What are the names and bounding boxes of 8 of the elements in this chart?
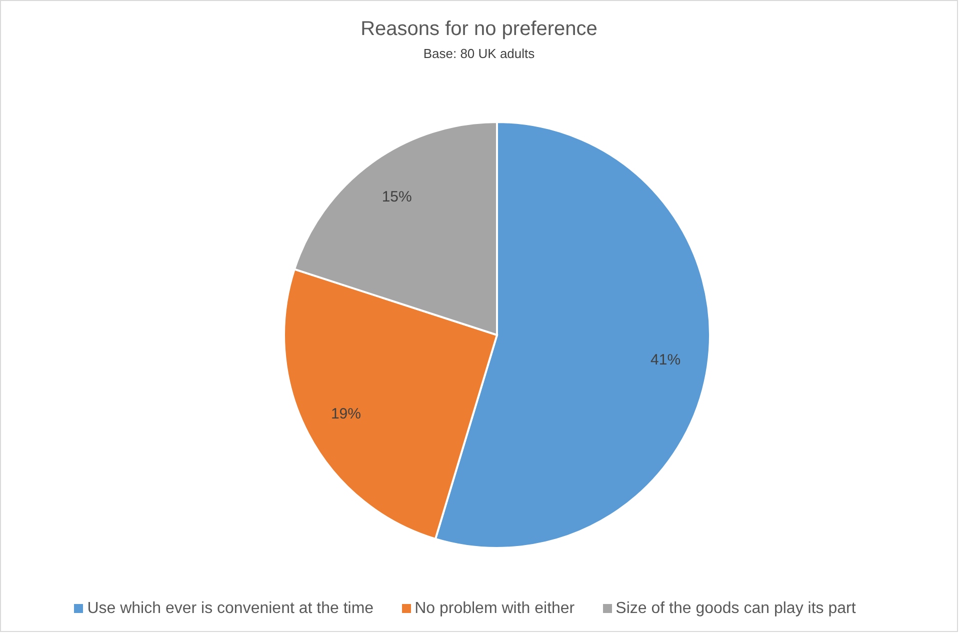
data-label: 15% (382, 188, 412, 206)
data-label: 19% (330, 405, 362, 422)
legend-label: Use which ever is convenient at the time (87, 600, 374, 617)
chart-title: Reasons for no preference (360, 18, 598, 41)
legend-label: No problem with either (414, 600, 575, 617)
chart-subtitle: Base: 80 UK adults (422, 46, 536, 61)
data-label: 41% (650, 351, 681, 368)
legend-label: Size of the goods can play its part (616, 600, 856, 617)
